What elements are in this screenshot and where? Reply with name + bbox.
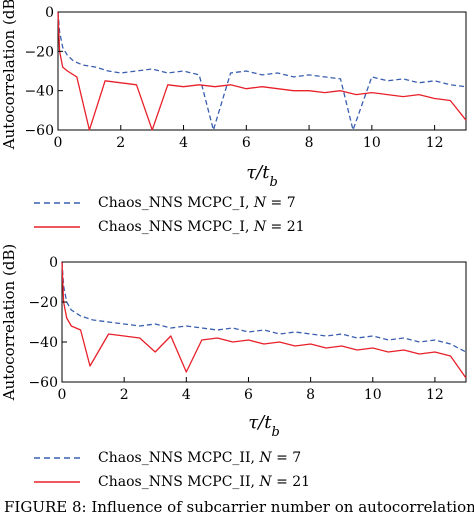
- y-tick-label: −40: [24, 84, 54, 100]
- y-tick-label: −60: [24, 123, 54, 139]
- y-tick-label: 0: [49, 255, 58, 271]
- x-axis-label: τ/tb: [248, 412, 280, 440]
- plot-area: [57, 11, 467, 131]
- plot-area: [61, 261, 467, 383]
- x-tick-label: 12: [426, 387, 444, 403]
- x-axis-label: τ/tb: [246, 162, 278, 190]
- x-tick-label: 12: [426, 135, 444, 151]
- x-tick-label: 6: [242, 135, 251, 151]
- x-tick-label: 2: [116, 135, 125, 151]
- y-tick-label: −20: [24, 44, 54, 60]
- x-tick-label: 2: [120, 387, 129, 403]
- legend-entry: Chaos_NNS MCPC_I, N = 21: [98, 219, 305, 235]
- series-line-2: [61, 261, 467, 379]
- y-tick-label: −20: [28, 295, 58, 311]
- y-tick-label: −40: [28, 335, 58, 351]
- x-tick-label: 4: [179, 135, 188, 151]
- x-tick-label: 10: [364, 387, 382, 403]
- x-tick-label: 6: [244, 387, 253, 403]
- x-tick-label: 4: [182, 387, 191, 403]
- x-tick-label: 0: [54, 135, 63, 151]
- x-tick-label: 10: [363, 135, 381, 151]
- series-line-2: [57, 11, 467, 131]
- legend-entry: Chaos_NNS MCPC_I, N = 7: [98, 195, 296, 211]
- x-tick-label: 8: [306, 387, 315, 403]
- series-line-1: [57, 11, 467, 131]
- legend-entry: Chaos_NNS MCPC_II, N = 21: [98, 474, 310, 490]
- legend-entry: Chaos_NNS MCPC_II, N = 7: [98, 450, 301, 466]
- chart-panel-top: 0 2 4 6 8 10 12 0 −20 −40 −60 Autocorrelation (dB) τ…: [0, 0, 467, 235]
- y-tick-label: 0: [45, 5, 54, 21]
- x-tick-label: 0: [58, 387, 67, 403]
- y-axis-label: Autocorrelation (dB): [0, 244, 18, 402]
- series-line-1: [61, 261, 467, 353]
- chart-panel-bottom: 0 2 4 6 8 10 12 0 −20 −40 −60 Autocorrelation (dB) τ…: [0, 244, 467, 490]
- figure-caption: FIGURE 8: Influence of subcarrier number…: [4, 498, 474, 516]
- y-tick-label: −60: [28, 375, 58, 391]
- x-tick-label: 8: [305, 135, 314, 151]
- y-axis-label: Autocorrelation (dB): [0, 0, 18, 150]
